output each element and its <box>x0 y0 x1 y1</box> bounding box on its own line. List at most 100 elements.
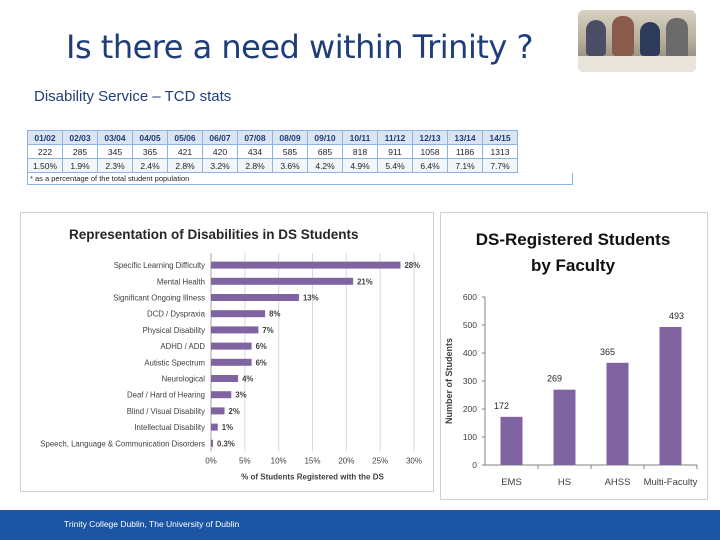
slide-title: Is there a need within Trinity ? <box>66 28 533 66</box>
stats-count-cell: 420 <box>202 144 238 159</box>
y-axis-title: Number of Students <box>444 338 454 424</box>
value-label: 269 <box>547 374 562 384</box>
chart-title: DS-Registered Students <box>476 230 671 249</box>
value-label: 365 <box>600 347 615 357</box>
bar <box>211 391 232 399</box>
bar <box>211 326 259 334</box>
y-tick-label: 500 <box>463 320 477 330</box>
category-label: AHSS <box>605 477 631 488</box>
stats-percentage-cell: 6.4% <box>412 158 448 173</box>
stats-percentage-row: 1.50% 1.9% 2.3% 2.4% 2.8% 3.2% 2.8% 3.6% 4.2% 4.9… <box>27 158 518 173</box>
stats-percentage-cell: 7.7% <box>482 158 518 173</box>
x-tick-label: 20% <box>338 456 354 465</box>
stats-count-cell: 222 <box>27 144 63 159</box>
stats-percentage-cell: 2.3% <box>97 158 133 173</box>
x-tick-label: 30% <box>406 456 422 465</box>
stats-year-cell: 14/15 <box>482 130 518 145</box>
x-tick-label: 0% <box>205 456 217 465</box>
bar <box>211 358 252 366</box>
disabilities-chart-svg: Representation of Disabilities in DS Stu… <box>40 227 422 481</box>
x-tick-label: 10% <box>271 456 287 465</box>
slide-subtitle: Disability Service – TCD stats <box>34 88 232 105</box>
stats-year-cell: 08/09 <box>272 130 308 145</box>
chart-title: Representation of Disabilities in DS Stu… <box>69 227 359 242</box>
stats-percentage-cell: 2.4% <box>132 158 168 173</box>
value-label: 1% <box>222 423 233 432</box>
bar <box>211 310 266 318</box>
stats-count-cell: 421 <box>167 144 203 159</box>
stats-percentage-cell: 3.6% <box>272 158 308 173</box>
x-tick-label: 5% <box>239 456 251 465</box>
stats-count-cell: 818 <box>342 144 378 159</box>
value-label: 21% <box>357 277 373 286</box>
stats-header-row: 01/02 02/03 03/04 04/05 05/06 06/07 07/08 08/09… <box>27 130 518 145</box>
category-label: EMS <box>501 477 522 488</box>
value-label: 13% <box>303 294 319 303</box>
stats-year-cell: 05/06 <box>167 130 203 145</box>
y-tick-label: 600 <box>463 292 477 302</box>
category-label: Physical Disability <box>143 326 205 335</box>
value-label: 4% <box>242 375 253 384</box>
stats-year-cell: 10/11 <box>342 130 378 145</box>
category-label: DCD / Dyspraxia <box>147 310 206 319</box>
category-label: Speech, Language & Communication Disorde… <box>40 439 205 448</box>
value-label: 6% <box>256 358 267 367</box>
stats-year-cell: 02/03 <box>62 130 98 145</box>
stats-percentage-cell: 3.2% <box>202 158 238 173</box>
bar <box>211 423 218 431</box>
x-axis-title: % of Students Registered with the DS <box>241 472 384 481</box>
faculty-chart: DS-Registered Students by Faculty 0 100 200 3… <box>440 212 708 500</box>
bar <box>211 294 299 301</box>
x-tick-label: 15% <box>304 456 320 465</box>
value-label: 0.3% <box>217 439 235 448</box>
value-label: 2% <box>229 407 240 416</box>
stats-year-cell: 03/04 <box>97 130 133 145</box>
category-label: Deaf / Hard of Hearing <box>127 391 205 400</box>
stats-year-cell: 09/10 <box>307 130 343 145</box>
stats-table-container: 01/02 02/03 03/04 04/05 05/06 06/07 07/08 08/09… <box>27 130 573 185</box>
stats-percentage-cell: 5.4% <box>377 158 413 173</box>
stats-year-cell: 06/07 <box>202 130 238 145</box>
footer-bar: Trinity College Dublin, The University o… <box>0 510 720 540</box>
y-tick-label: 400 <box>463 348 477 358</box>
stats-count-cell: 1313 <box>482 144 518 159</box>
value-label: 8% <box>269 310 280 319</box>
bar <box>211 407 225 415</box>
stats-percentage-cell: 1.9% <box>62 158 98 173</box>
stats-count-cell: 1186 <box>447 144 483 159</box>
stats-percentage-cell: 4.2% <box>307 158 343 173</box>
value-label: 493 <box>669 311 684 321</box>
stats-count-cell: 365 <box>132 144 168 159</box>
bar <box>211 375 239 382</box>
y-tick-label: 300 <box>463 376 477 386</box>
stats-percentage-cell: 2.8% <box>167 158 203 173</box>
stats-year-cell: 07/08 <box>237 130 273 145</box>
stats-percentage-cell: 1.50% <box>27 158 63 173</box>
stats-year-cell: 13/14 <box>447 130 483 145</box>
value-label: 172 <box>494 401 509 411</box>
stats-table: 01/02 02/03 03/04 04/05 05/06 06/07 07/08 08/09… <box>27 130 518 173</box>
stats-footnote: * as a percentage of the total student p… <box>27 173 573 185</box>
stats-year-cell: 12/13 <box>412 130 448 145</box>
value-label: 6% <box>256 342 267 351</box>
stats-count-cell: 285 <box>62 144 98 159</box>
faculty-chart-svg: DS-Registered Students by Faculty 0 100 200 3… <box>444 230 698 488</box>
stats-count-cell: 345 <box>97 144 133 159</box>
category-label: Autistic Spectrum <box>144 358 205 367</box>
stats-year-cell: 01/02 <box>27 130 63 145</box>
stats-percentage-cell: 4.9% <box>342 158 378 173</box>
stats-count-cell: 434 <box>237 144 273 159</box>
category-label: Intellectual Disability <box>134 423 205 432</box>
category-label: ADHD / ADD <box>160 342 205 351</box>
stats-count-cell: 911 <box>377 144 413 159</box>
category-label: Blind / Visual Disability <box>127 407 205 416</box>
y-tick-label: 100 <box>463 432 477 442</box>
footer-text: Trinity College Dublin, The University o… <box>64 519 240 529</box>
disabilities-chart: Representation of Disabilities in DS Stu… <box>20 212 434 492</box>
bar <box>211 277 354 285</box>
category-label: HS <box>558 477 571 488</box>
value-label: 7% <box>262 326 273 335</box>
bar <box>211 261 401 269</box>
x-tick-label: 25% <box>372 456 388 465</box>
bar <box>500 416 523 465</box>
